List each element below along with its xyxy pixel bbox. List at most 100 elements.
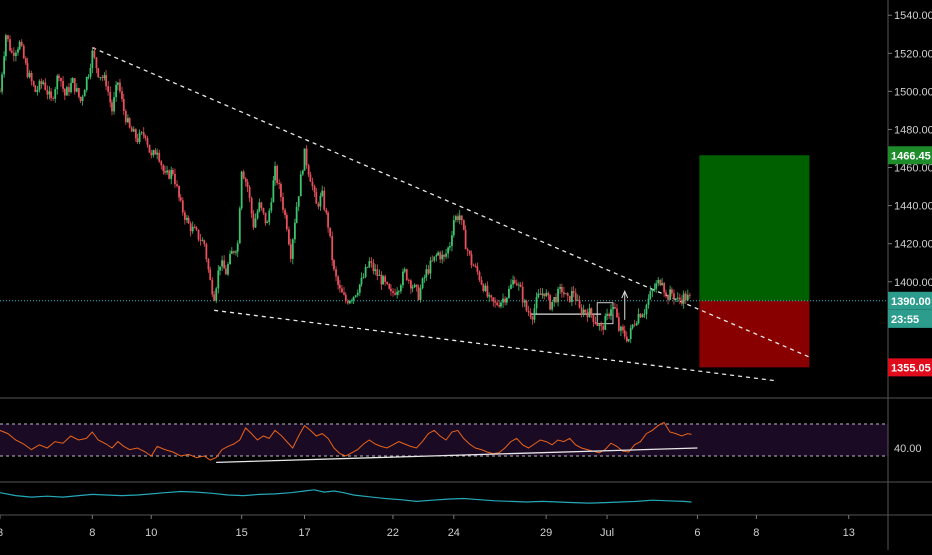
- candle[interactable]: [250, 197, 253, 214]
- candle[interactable]: [490, 295, 493, 298]
- candle[interactable]: [397, 291, 400, 293]
- candle[interactable]: [517, 284, 520, 286]
- candle[interactable]: [30, 72, 33, 82]
- candle[interactable]: [248, 187, 251, 198]
- candle[interactable]: [588, 308, 591, 318]
- candle[interactable]: [217, 270, 220, 289]
- candle[interactable]: [341, 288, 343, 293]
- candle[interactable]: [116, 82, 119, 85]
- candle[interactable]: [309, 174, 312, 182]
- candle[interactable]: [452, 220, 455, 236]
- candle[interactable]: [616, 308, 618, 318]
- candle[interactable]: [56, 75, 59, 90]
- rsi-trendline[interactable]: [216, 447, 698, 464]
- candle[interactable]: [42, 82, 45, 84]
- candle[interactable]: [366, 266, 369, 268]
- candle[interactable]: [236, 243, 239, 252]
- candle[interactable]: [356, 292, 359, 296]
- candle[interactable]: [140, 132, 143, 134]
- candle[interactable]: [504, 298, 506, 303]
- candle[interactable]: [572, 291, 575, 294]
- candle[interactable]: [667, 295, 669, 300]
- candle[interactable]: [4, 35, 7, 57]
- candle[interactable]: [431, 260, 434, 262]
- candle[interactable]: [142, 132, 145, 136]
- candle[interactable]: [266, 222, 269, 224]
- candle[interactable]: [659, 279, 662, 286]
- candle[interactable]: [417, 286, 420, 301]
- candle[interactable]: [458, 215, 461, 221]
- candle[interactable]: [17, 49, 19, 53]
- candle[interactable]: [574, 293, 577, 301]
- candle[interactable]: [85, 76, 88, 91]
- candle[interactable]: [327, 212, 329, 228]
- candle[interactable]: [338, 284, 341, 289]
- candle[interactable]: [354, 295, 357, 297]
- candle[interactable]: [563, 292, 565, 295]
- target-zone[interactable]: [699, 155, 810, 301]
- candle[interactable]: [641, 315, 644, 318]
- candle[interactable]: [374, 269, 377, 272]
- candle[interactable]: [70, 82, 72, 93]
- candle[interactable]: [166, 170, 168, 173]
- candle[interactable]: [675, 298, 677, 300]
- candle[interactable]: [623, 330, 626, 337]
- candle[interactable]: [171, 170, 174, 174]
- candle[interactable]: [533, 308, 536, 320]
- candle[interactable]: [547, 292, 550, 296]
- candle[interactable]: [686, 294, 689, 301]
- candle[interactable]: [207, 259, 210, 270]
- candle[interactable]: [415, 284, 418, 287]
- candle[interactable]: [107, 86, 110, 92]
- candle[interactable]: [617, 317, 620, 331]
- candle[interactable]: [505, 297, 508, 303]
- candle[interactable]: [48, 91, 51, 95]
- candle[interactable]: [682, 293, 685, 304]
- candle[interactable]: [121, 91, 123, 99]
- candle[interactable]: [545, 292, 548, 297]
- trendline[interactable]: [214, 309, 777, 382]
- candle[interactable]: [610, 309, 612, 317]
- candle[interactable]: [299, 174, 302, 197]
- candle[interactable]: [476, 266, 479, 272]
- candle[interactable]: [284, 209, 286, 216]
- candle[interactable]: [195, 227, 198, 230]
- candle[interactable]: [423, 276, 426, 279]
- candle[interactable]: [128, 118, 131, 128]
- candle[interactable]: [221, 260, 223, 267]
- candle[interactable]: [146, 138, 149, 145]
- candle[interactable]: [590, 308, 593, 315]
- candle[interactable]: [34, 85, 37, 92]
- candle[interactable]: [303, 148, 306, 171]
- candle[interactable]: [466, 249, 469, 251]
- candle[interactable]: [655, 283, 658, 289]
- candle[interactable]: [409, 280, 412, 289]
- candle[interactable]: [289, 244, 292, 259]
- candle[interactable]: [219, 266, 221, 271]
- candle[interactable]: [673, 293, 675, 300]
- candle[interactable]: [99, 77, 102, 78]
- candle[interactable]: [160, 161, 163, 166]
- candle[interactable]: [592, 314, 595, 322]
- candle[interactable]: [580, 307, 583, 315]
- candle[interactable]: [282, 197, 284, 210]
- candle[interactable]: [348, 300, 351, 304]
- candle[interactable]: [186, 217, 188, 220]
- candle[interactable]: [651, 290, 654, 292]
- candle[interactable]: [606, 313, 608, 316]
- candle[interactable]: [307, 165, 310, 175]
- candle[interactable]: [89, 67, 92, 77]
- candle[interactable]: [419, 288, 422, 301]
- candle[interactable]: [443, 254, 445, 257]
- candle[interactable]: [396, 291, 399, 295]
- candle[interactable]: [612, 307, 614, 310]
- candle[interactable]: [405, 269, 408, 281]
- candle[interactable]: [541, 293, 544, 295]
- candle[interactable]: [285, 215, 288, 230]
- candle[interactable]: [604, 315, 607, 330]
- candle[interactable]: [130, 127, 133, 132]
- candle[interactable]: [433, 256, 436, 261]
- candle[interactable]: [643, 313, 646, 316]
- candle[interactable]: [402, 271, 404, 286]
